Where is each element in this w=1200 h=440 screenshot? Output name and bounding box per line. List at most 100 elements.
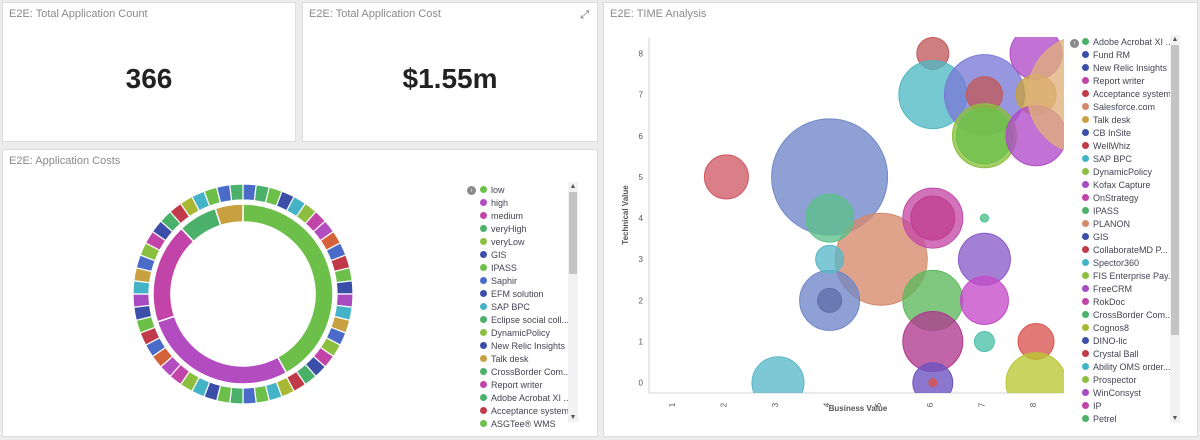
donut-legend-item[interactable]: DynamicPolicy — [480, 326, 568, 339]
expand-icon[interactable]: ⤢ — [580, 9, 589, 21]
donut-legend-item[interactable]: Saphir — [480, 274, 568, 287]
legend-label: Report writer — [1093, 75, 1145, 86]
legend-dot-icon — [480, 251, 487, 258]
bubble[interactable] — [751, 356, 805, 409]
bubble[interactable] — [817, 287, 843, 313]
legend-dot-icon — [1082, 207, 1089, 214]
bubble-legend-item[interactable]: Salesforce.com — [1082, 100, 1170, 113]
bubble-legend-item[interactable]: OnStrategy — [1082, 191, 1170, 204]
bubble-legend-item[interactable]: Fund RM — [1082, 48, 1170, 61]
bubble-legend-item[interactable]: GIS — [1082, 230, 1170, 243]
donut-legend-item[interactable]: ASGTee® WMS — [480, 417, 568, 430]
bubble-legend-item[interactable]: Prospector — [1082, 373, 1170, 386]
bubble-legend-item[interactable]: Ability OMS order... — [1082, 360, 1170, 373]
donut-legend-item[interactable]: Eclipse social coll... — [480, 313, 568, 326]
legend-label: Cognos8 — [1093, 322, 1130, 333]
legend-dot-icon — [1082, 181, 1089, 188]
bubble-legend-item[interactable]: Report writer — [1082, 74, 1170, 87]
donut-legend-item[interactable]: Report writer — [480, 378, 568, 391]
scroll-up-icon[interactable]: ▲ — [569, 183, 577, 190]
bubble[interactable] — [979, 213, 989, 223]
donut-legend-item[interactable]: IPASS — [480, 261, 568, 274]
bubble-legend-item[interactable]: DINO-lic — [1082, 334, 1170, 347]
bubble-legend-item[interactable]: Kofax Capture — [1082, 178, 1170, 191]
bubble[interactable] — [703, 154, 749, 200]
bubble[interactable] — [1027, 35, 1064, 155]
bubble[interactable] — [955, 107, 1013, 165]
bubble-legend-item[interactable]: FIS Enterprise Pay... — [1082, 269, 1170, 282]
legend-dot-icon — [480, 420, 487, 427]
donut-legend-item[interactable]: veryLow — [480, 235, 568, 248]
legend-label: RokDoc — [1093, 296, 1126, 307]
bubble-legend-item[interactable]: CB InSite — [1082, 126, 1170, 139]
bubble-legend-item[interactable]: RokDoc — [1082, 295, 1170, 308]
donut-legend-item[interactable]: Talk desk — [480, 352, 568, 365]
legend-dot-icon — [480, 277, 487, 284]
scroll-down-icon[interactable]: ▼ — [1171, 415, 1179, 422]
bubble-legend-item[interactable]: Crystal Ball — [1082, 347, 1170, 360]
bubble[interactable] — [973, 331, 995, 353]
y-tick-label: 4 — [639, 214, 644, 223]
bubble-legend-item[interactable]: CrossBorder Com... — [1082, 308, 1170, 321]
legend-dot-icon — [1082, 389, 1089, 396]
legend-dot-icon — [1082, 116, 1089, 123]
scroll-up-icon[interactable]: ▲ — [1171, 36, 1179, 43]
legend-dot-icon — [1082, 402, 1089, 409]
donut-outer-slice[interactable] — [242, 386, 257, 405]
legend-scrollbar[interactable]: ▲ ▼ — [568, 182, 578, 422]
donut-legend-item[interactable]: EFM solution — [480, 287, 568, 300]
bubble-legend-item[interactable]: Cognos8 — [1082, 321, 1170, 334]
bubble-legend-item[interactable]: CollaborateMD P... — [1082, 243, 1170, 256]
donut-legend-item[interactable]: Adobe Acrobat XI ... — [480, 391, 568, 404]
x-axis-label: Business Value — [829, 404, 888, 413]
bubble-legend-item[interactable]: New Relic Insights — [1082, 61, 1170, 74]
bubble-legend-item[interactable]: WinConsyst — [1082, 386, 1170, 399]
donut-legend-item[interactable]: CrossBorder Com... — [480, 365, 568, 378]
bubble-legend-item[interactable]: PLANON — [1082, 217, 1170, 230]
donut-legend-item[interactable]: GIS — [480, 248, 568, 261]
bubble-legend-item[interactable]: Adobe Acrobat XI ... — [1082, 35, 1170, 48]
bubble-legend-item[interactable]: FreeCRM — [1082, 282, 1170, 295]
donut-legend-item[interactable]: medium — [480, 209, 568, 222]
bubble[interactable] — [910, 195, 956, 241]
bubble[interactable] — [928, 378, 938, 388]
bubble[interactable] — [959, 275, 1009, 325]
bubble-legend-item[interactable]: IP — [1082, 399, 1170, 412]
donut-outer-slice[interactable] — [132, 293, 151, 308]
donut-legend-item[interactable]: SAP BPC — [480, 300, 568, 313]
legend-toggle-icon[interactable]: › — [1070, 39, 1079, 48]
scroll-down-icon[interactable]: ▼ — [569, 414, 577, 421]
donut-legend-item[interactable]: low — [480, 183, 568, 196]
legend-dot-icon — [480, 316, 487, 323]
panel-title: E2E: Total Application Count — [9, 8, 148, 20]
bubble[interactable] — [815, 244, 845, 274]
bubble-legend-item[interactable]: Talk desk — [1082, 113, 1170, 126]
bubble-legend-item[interactable]: Petrel — [1082, 412, 1170, 425]
bubble-legend-item[interactable]: SAP BPC — [1082, 152, 1170, 165]
legend-label: IPASS — [1093, 205, 1119, 216]
legend-scrollbar[interactable]: ▲ ▼ — [1170, 35, 1180, 423]
legend-dot-icon — [1082, 51, 1089, 58]
donut-outer-slice[interactable] — [229, 183, 244, 202]
bubble-legend-item[interactable]: Spector360 — [1082, 256, 1170, 269]
bubble[interactable] — [805, 193, 855, 243]
legend-dot-icon — [1082, 246, 1089, 253]
donut-legend-item[interactable]: high — [480, 196, 568, 209]
bubble-legend-item[interactable]: Acceptance system — [1082, 87, 1170, 100]
bubble-legend-item[interactable]: DynamicPolicy — [1082, 165, 1170, 178]
donut-legend-item[interactable]: New Relic Insights — [480, 339, 568, 352]
bubble[interactable] — [912, 362, 954, 403]
legend-dot-icon — [480, 368, 487, 375]
x-tick-label: 8 — [1029, 402, 1038, 407]
donut-inner-slice[interactable] — [214, 203, 244, 227]
donut-legend: low high medium veryHigh veryLow GIS IPASS Saph… — [480, 183, 568, 433]
donut-outer-slice[interactable] — [335, 280, 354, 295]
legend-label: ASGTee® WMS — [491, 418, 556, 429]
donut-legend-item[interactable]: veryHigh — [480, 222, 568, 235]
bubble-legend-item[interactable]: WellWhiz — [1082, 139, 1170, 152]
legend-toggle-icon[interactable]: › — [467, 186, 476, 195]
bubble[interactable] — [1005, 352, 1064, 413]
donut-legend-item[interactable]: Acceptance system — [480, 404, 568, 417]
bubble-legend-item[interactable]: IPASS — [1082, 204, 1170, 217]
legend-label: New Relic Insights — [491, 340, 566, 351]
